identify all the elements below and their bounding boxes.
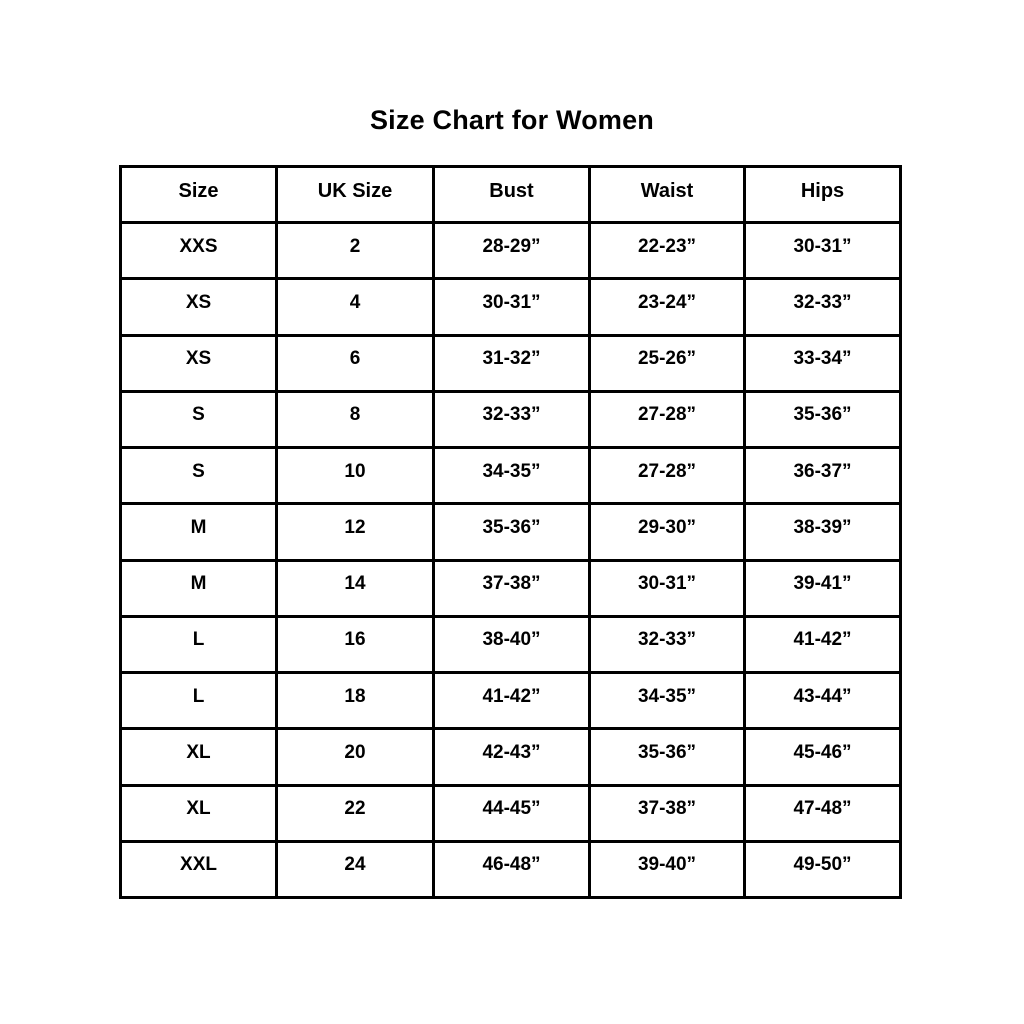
cell-hips: 38-39” xyxy=(743,502,902,562)
column-header-bust: Bust xyxy=(432,165,591,224)
cell-waist: 29-30” xyxy=(588,502,746,562)
cell-hips: 35-36” xyxy=(743,389,902,450)
table-row: L 16 38-40” 32-33” 41-42” xyxy=(119,614,902,675)
column-header-hips: Hips xyxy=(743,165,902,224)
cell-bust: 42-43” xyxy=(432,727,591,787)
size-table: Size UK Size Bust Waist Hips XXS 2 28-29… xyxy=(119,165,902,900)
cell-hips: 41-42” xyxy=(743,614,902,675)
table-row: S 8 32-33” 27-28” 35-36” xyxy=(119,389,902,450)
cell-waist: 30-31” xyxy=(588,558,746,618)
cell-size: XL xyxy=(119,783,278,843)
cell-size: L xyxy=(119,670,278,731)
table-row: XL 22 44-45” 37-38” 47-48” xyxy=(119,783,902,843)
cell-uk-size: 14 xyxy=(275,558,435,618)
cell-bust: 32-33” xyxy=(432,389,591,450)
table-row: L 18 41-42” 34-35” 43-44” xyxy=(119,670,902,731)
cell-waist: 27-28” xyxy=(588,445,746,506)
cell-waist: 27-28” xyxy=(588,389,746,450)
cell-uk-size: 4 xyxy=(275,277,435,337)
table-row: XS 6 31-32” 25-26” 33-34” xyxy=(119,333,902,393)
cell-uk-size: 16 xyxy=(275,614,435,675)
cell-size: XL xyxy=(119,727,278,787)
cell-waist: 25-26” xyxy=(588,333,746,393)
cell-bust: 46-48” xyxy=(432,839,591,900)
cell-bust: 38-40” xyxy=(432,614,591,675)
cell-uk-size: 20 xyxy=(275,727,435,787)
table-row: M 12 35-36” 29-30” 38-39” xyxy=(119,502,902,562)
page-title: Size Chart for Women xyxy=(369,105,655,135)
cell-bust: 28-29” xyxy=(432,220,591,281)
cell-size: XS xyxy=(119,277,278,337)
column-header-size: Size xyxy=(119,165,278,224)
cell-size: XS xyxy=(119,333,278,393)
cell-waist: 23-24” xyxy=(588,277,746,337)
table-row: XXS 2 28-29” 22-23” 30-31” xyxy=(119,220,902,281)
cell-waist: 32-33” xyxy=(588,614,746,675)
cell-waist: 22-23” xyxy=(588,220,746,281)
cell-uk-size: 22 xyxy=(275,783,435,843)
table-row: XXL 24 46-48” 39-40” 49-50” xyxy=(119,839,902,900)
cell-hips: 49-50” xyxy=(743,839,902,900)
table-row: S 10 34-35” 27-28” 36-37” xyxy=(119,445,902,506)
table-row: XS 4 30-31” 23-24” 32-33” xyxy=(119,277,902,337)
column-header-uk-size: UK Size xyxy=(275,165,435,224)
cell-hips: 30-31” xyxy=(743,220,902,281)
cell-uk-size: 2 xyxy=(275,220,435,281)
cell-hips: 36-37” xyxy=(743,445,902,506)
cell-size: S xyxy=(119,445,278,506)
cell-uk-size: 18 xyxy=(275,670,435,731)
table-header-row: Size UK Size Bust Waist Hips xyxy=(119,165,902,224)
cell-waist: 39-40” xyxy=(588,839,746,900)
table-row: M 14 37-38” 30-31” 39-41” xyxy=(119,558,902,618)
cell-bust: 30-31” xyxy=(432,277,591,337)
cell-uk-size: 6 xyxy=(275,333,435,393)
cell-uk-size: 24 xyxy=(275,839,435,900)
cell-waist: 34-35” xyxy=(588,670,746,731)
cell-waist: 37-38” xyxy=(588,783,746,843)
cell-uk-size: 8 xyxy=(275,389,435,450)
cell-bust: 31-32” xyxy=(432,333,591,393)
cell-hips: 45-46” xyxy=(743,727,902,787)
cell-hips: 47-48” xyxy=(743,783,902,843)
cell-hips: 39-41” xyxy=(743,558,902,618)
cell-bust: 41-42” xyxy=(432,670,591,731)
cell-uk-size: 10 xyxy=(275,445,435,506)
cell-size: M xyxy=(119,558,278,618)
cell-bust: 44-45” xyxy=(432,783,591,843)
cell-hips: 43-44” xyxy=(743,670,902,731)
table-row: XL 20 42-43” 35-36” 45-46” xyxy=(119,727,902,787)
cell-size: L xyxy=(119,614,278,675)
table-header: Size UK Size Bust Waist Hips xyxy=(119,165,902,224)
size-table-container: Size UK Size Bust Waist Hips XXS 2 28-29… xyxy=(119,165,902,900)
cell-size: XXS xyxy=(119,220,278,281)
table-body: XXS 2 28-29” 22-23” 30-31” XS 4 30-31” 2… xyxy=(119,220,902,900)
cell-bust: 34-35” xyxy=(432,445,591,506)
cell-size: XXL xyxy=(119,839,278,900)
cell-uk-size: 12 xyxy=(275,502,435,562)
column-header-waist: Waist xyxy=(588,165,746,224)
cell-hips: 33-34” xyxy=(743,333,902,393)
cell-size: S xyxy=(119,389,278,450)
cell-bust: 37-38” xyxy=(432,558,591,618)
cell-bust: 35-36” xyxy=(432,502,591,562)
cell-hips: 32-33” xyxy=(743,277,902,337)
cell-size: M xyxy=(119,502,278,562)
cell-waist: 35-36” xyxy=(588,727,746,787)
